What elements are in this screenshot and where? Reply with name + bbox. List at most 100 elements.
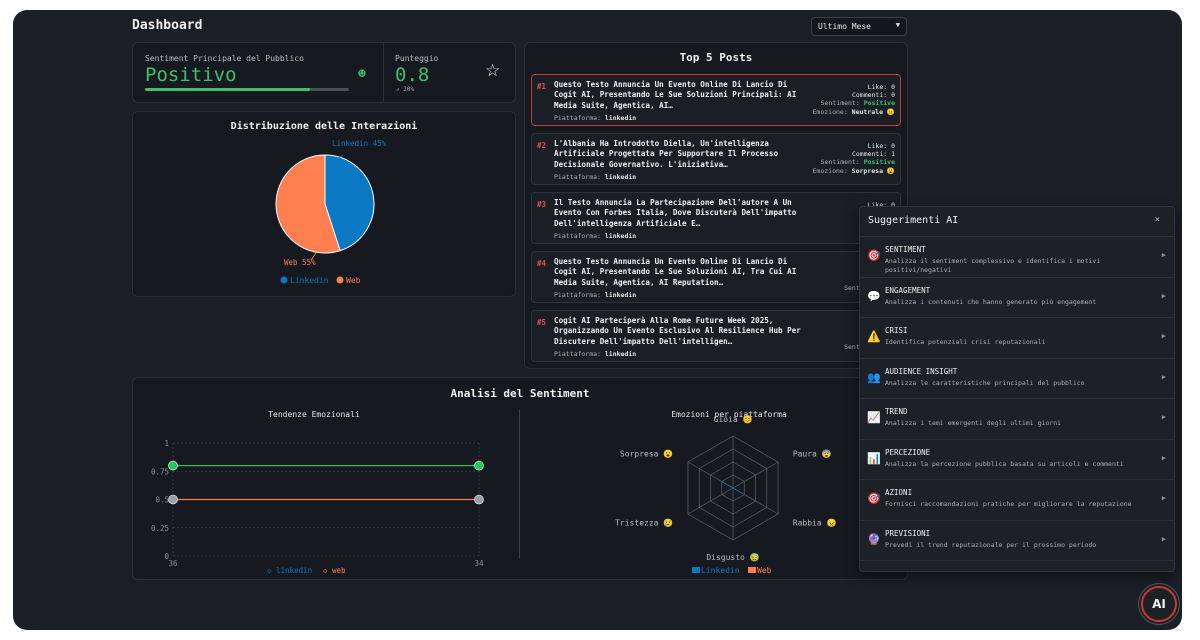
close-icon[interactable]: × <box>1154 215 1160 225</box>
ai-assistant-button[interactable]: AI <box>1141 586 1177 622</box>
top-posts-card: Top 5 Posts #1 Questo Testo Annuncia Un E… <box>524 42 908 369</box>
suggestion-icon: 🎯 <box>867 492 881 505</box>
sentiment-label: Sentiment Principale del Pubblico <box>145 54 304 63</box>
suggestion-description: Analizza i temi emergenti degli ultimi g… <box>885 419 1062 427</box>
sentiment-label: Sentiment: <box>820 158 860 167</box>
suggestions-title: Suggerimenti AI <box>868 215 959 226</box>
sentiment-card: Sentiment Principale del Pubblico Positi… <box>132 42 516 103</box>
data-point-linkedin[interactable] <box>168 460 178 471</box>
suggestion-name: TREND <box>885 407 908 416</box>
legend-swatch-web <box>336 276 344 284</box>
emotion-value: Sorpresa 😮 <box>851 166 895 175</box>
time-range-select[interactable]: Ultimo Mese ▼ <box>811 17 907 36</box>
sentiment-value: Positivo <box>145 64 237 86</box>
post-comments: Commenti: 1 <box>851 150 895 159</box>
y-tick-label: 0.25 <box>151 524 169 533</box>
platform-label: Piattaforma: <box>554 173 601 181</box>
chevron-right-icon: ▶ <box>1161 494 1166 502</box>
legend-label-web[interactable]: Web <box>346 276 361 285</box>
suggestion-description: Identifica potenziali crisi reputazional… <box>885 338 1046 346</box>
radar-axis-label: Paura 😨 <box>793 450 832 459</box>
sentiment-progress-fill <box>145 88 311 91</box>
y-tick-label: 0.75 <box>151 467 169 476</box>
suggestion-icon: 🔮 <box>867 532 881 546</box>
suggestion-icon: ⚠️ <box>867 330 881 343</box>
post-emotion: Emozione: Sorpresa 😮 <box>813 167 895 175</box>
score-delta: ↗ 20% <box>396 86 415 93</box>
chevron-down-icon: ▼ <box>895 21 900 29</box>
post-title: Questo Testo Annuncia Un Evento Online D… <box>554 257 797 287</box>
suggestions-header: Suggerimenti AI × <box>860 207 1174 237</box>
data-point-web[interactable] <box>474 494 484 505</box>
suggestion-trend[interactable]: 📈 TREND Analizza i temi emergenti degli ul… <box>860 399 1174 440</box>
leader-line <box>332 154 344 163</box>
suggestion-name: AUDIENCE INSIGHT <box>885 366 958 376</box>
post-stats: Like: 0 Commenti: 1 Sentiment: Positive Emo… <box>813 142 895 175</box>
suggestion-description: Fornisci raccomandazioni pratiche per mi… <box>885 500 1132 508</box>
time-range-value: Ultimo Mese <box>818 22 871 31</box>
star-icon[interactable]: ☆ <box>485 61 501 81</box>
chevron-right-icon: ▶ <box>1161 534 1166 543</box>
suggestion-description: Analizza i contenuti che hanno generato … <box>885 297 1097 306</box>
smile-icon: ☻ <box>358 67 366 82</box>
data-point-linkedin[interactable] <box>474 460 484 471</box>
chevron-right-icon: ▶ <box>1161 453 1166 462</box>
radar-axis-label: Disgusto 🤢 <box>706 553 759 562</box>
legend-swatch-linkedin <box>280 276 288 284</box>
legend-label-web[interactable]: Web <box>757 566 772 575</box>
post-rank: #5 <box>537 318 547 327</box>
suggestion-icon: 👥 <box>867 370 881 384</box>
post-title: Questo Testo Annuncia Un Evento Online D… <box>554 80 797 110</box>
suggestion-description: Analizza il sentiment complessivo e iden… <box>885 257 1101 274</box>
score-label: Punteggio <box>395 54 439 63</box>
post-rank: #2 <box>537 141 547 150</box>
chevron-right-icon: ▶ <box>1161 291 1166 300</box>
radar-axis-label: Rabbia 😠 <box>793 519 837 528</box>
data-point-web[interactable] <box>168 494 178 505</box>
suggestion-icon: 💬 <box>867 289 881 303</box>
sentiment-value: Positive <box>863 158 895 167</box>
suggestion-crisi[interactable]: ⚠️ CRISI Identifica potenziali crisi reput… <box>860 318 1174 359</box>
suggestion-percezione[interactable]: 📊 PERCEZIONE Analizza la percezione pubbli… <box>860 440 1174 480</box>
radar-axis-label: Tristezza 😢 <box>615 519 673 528</box>
platform-label: Piattaforma: <box>554 232 601 240</box>
suggestion-audience-insight[interactable]: 👥 AUDIENCE INSIGHT Analizza le caratterist… <box>860 359 1174 399</box>
post-card[interactable]: #3 Il Testo Annuncia La Partecipazione De… <box>531 192 901 244</box>
post-likes: Like: 0 <box>867 201 895 209</box>
post-rank: #3 <box>537 200 547 209</box>
post-card[interactable]: #2 L'Albania Ha Introdotto Diella, Un'int… <box>531 133 901 185</box>
legend-label-linkedin[interactable]: Linkedin <box>290 276 329 285</box>
top-posts-title: Top 5 Posts <box>679 51 753 64</box>
emotion-label: Emozione: <box>812 166 848 175</box>
post-card[interactable]: #5 Cogit AI Parteciperà Alla Rome Future … <box>531 310 901 362</box>
ai-suggestions-panel: Suggerimenti AI × 🎯 SENTIMENT Analizza il … <box>859 206 1175 572</box>
platform-value: linkedin <box>604 173 637 181</box>
post-rank: #1 <box>537 82 547 91</box>
page-title: Dashboard <box>132 18 203 33</box>
platform-label: Piattaforma: <box>554 114 601 122</box>
line-chart-title: Tendenze Emozionali <box>268 410 360 419</box>
post-card[interactable]: #4 Questo Testo Annuncia Un Evento Online… <box>531 251 901 303</box>
post-comments: Commenti: 0 <box>851 91 895 100</box>
post-title: Cogit AI Parteciperà Alla Rome Future We… <box>554 316 801 346</box>
radar-series-linkedin <box>719 479 743 494</box>
radar-chart-title: Emozioni per piattaforma <box>671 410 787 419</box>
pie-slice-web[interactable] <box>275 154 341 254</box>
legend-label-linkedin[interactable]: Linkedin <box>701 566 740 575</box>
post-card[interactable]: #1 Questo Testo Annuncia Un Evento Online… <box>531 74 901 126</box>
chevron-right-icon: ▶ <box>1161 413 1166 421</box>
leader-line <box>310 252 317 261</box>
pie-chart: Linkedin 45% Web 55% Linkedin Web <box>275 139 387 285</box>
post-platform: Piattaforma: linkedin <box>554 173 636 181</box>
suggestion-sentiment[interactable]: 🎯 SENTIMENT Analizza il sentiment compless… <box>860 237 1174 278</box>
legend-label-web[interactable]: ◇ web <box>323 566 346 575</box>
suggestion-name: PREVISIONI <box>885 528 931 538</box>
legend-label-linkedin[interactable]: ◇ linkedin <box>267 566 312 575</box>
suggestion-name: AZIONI <box>885 488 913 497</box>
pie-label-web: Web 55% <box>284 258 316 267</box>
score-value: 0.8 <box>395 64 430 86</box>
suggestion-engagement[interactable]: 💬 ENGAGEMENT Analizza i contenuti che hann… <box>860 278 1174 318</box>
suggestion-azioni[interactable]: 🎯 AZIONI Fornisci raccomandazioni pratiche… <box>860 480 1174 521</box>
vertical-divider <box>519 410 520 558</box>
suggestion-previsioni[interactable]: 🔮 PREVISIONI Prevedi il trend reputazional… <box>860 521 1174 561</box>
